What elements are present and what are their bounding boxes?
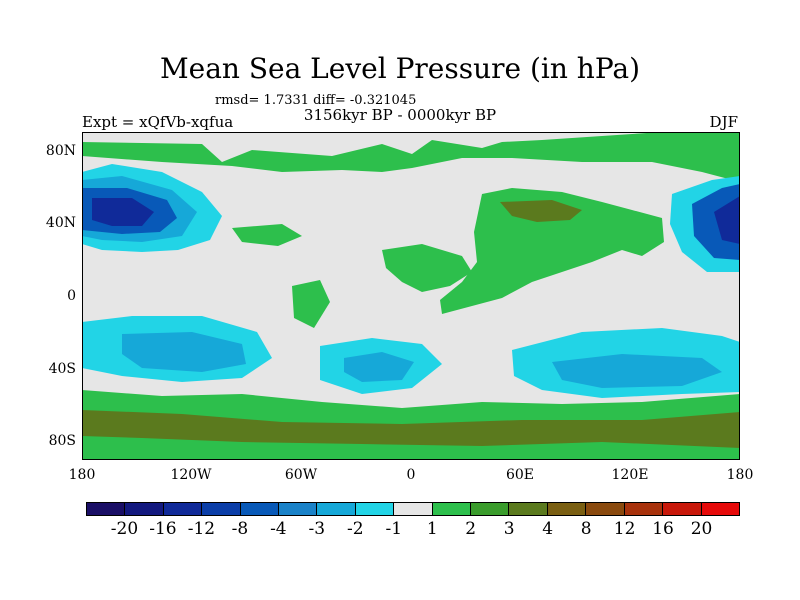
colorbar-swatch [163, 503, 203, 515]
south-indian-low-mid [552, 354, 722, 388]
colorbar-label: -3 [308, 519, 326, 539]
atlantic-positive-region [232, 224, 302, 246]
lon-tick: 180 [68, 467, 96, 483]
lon-tick: 0 [406, 467, 416, 483]
lon-tick: 120E [611, 467, 649, 483]
lon-tick: 60E [505, 467, 535, 483]
colorbar-swatch [701, 503, 739, 515]
colorbar-label: -12 [187, 519, 216, 539]
colorbar-swatch [586, 503, 625, 515]
stats-label: rmsd= 1.7331 diff= -0.321045 [215, 93, 417, 108]
lon-tick: 180 [726, 467, 754, 483]
colorbar-swatch [355, 503, 395, 515]
lat-tick: 40N [45, 215, 76, 231]
south-america-positive-region [292, 280, 330, 328]
south-atlantic-low-mid [344, 352, 414, 382]
colorbar-label: -1 [385, 519, 403, 539]
colorbar-label: 2 [465, 519, 477, 539]
colorbar-label: 20 [690, 519, 713, 539]
period-label: 3156kyr BP - 0000kyr BP [303, 106, 497, 124]
north-pacific-low-core [92, 198, 154, 226]
antarctic-high-band [82, 410, 740, 448]
lon-tick: 60W [284, 467, 318, 483]
colorbar-swatch [87, 503, 126, 515]
colorbar-swatch [279, 503, 318, 515]
lat-tick: 0 [67, 288, 76, 304]
colorbar-label: 8 [580, 519, 592, 539]
plot-title: Mean Sea Level Pressure (in hPa) [159, 52, 641, 85]
colorbar-label: -4 [270, 519, 287, 539]
colorbar-swatch [317, 503, 356, 515]
colorbar-swatch [394, 503, 433, 515]
colorbar-label: 12 [613, 519, 636, 539]
south-pacific-low-mid [122, 332, 246, 372]
colorbar-label: -16 [149, 519, 177, 539]
colorbar-swatch [471, 503, 510, 515]
east-pacific-low-core [714, 196, 740, 244]
map-frame [82, 132, 740, 460]
colorbar-swatch [432, 503, 472, 515]
colorbar-swatch [624, 503, 664, 515]
lon-tick: 120W [170, 467, 212, 483]
map-canvas [82, 132, 740, 460]
eurasia-high-core [500, 200, 582, 222]
colorbar-swatch [663, 503, 702, 515]
colorbar-swatch [202, 503, 241, 515]
colorbar [86, 502, 740, 516]
colorbar-swatch [509, 503, 548, 515]
colorbar-swatch [547, 503, 587, 515]
pressure-map [82, 132, 740, 460]
colorbar-label: 4 [542, 519, 554, 539]
colorbar-label: 1 [426, 519, 438, 539]
colorbar-swatch [240, 503, 280, 515]
africa-positive-region [382, 244, 472, 292]
arctic-positive-region [82, 132, 740, 182]
colorbar-label: -8 [231, 519, 249, 539]
eurasia-positive-region [440, 188, 664, 314]
colorbar-swatch [125, 503, 164, 515]
lat-tick: 40S [48, 361, 76, 377]
experiment-label: Expt = xQfVb-xqfua [82, 113, 234, 131]
colorbar-label: 16 [652, 519, 674, 539]
colorbar-label: 3 [503, 519, 515, 539]
colorbar-label: -2 [347, 519, 364, 539]
lat-tick: 80N [45, 143, 76, 159]
colorbar-label: -20 [110, 519, 139, 539]
season-label: DJF [709, 113, 738, 131]
lat-tick: 80S [48, 433, 76, 449]
